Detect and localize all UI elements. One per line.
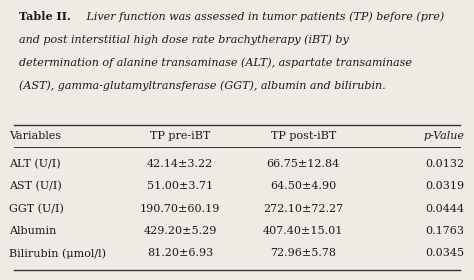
Text: Albumin: Albumin xyxy=(9,226,57,236)
Text: p-Value: p-Value xyxy=(424,131,465,141)
Text: 64.50±4.90: 64.50±4.90 xyxy=(270,181,337,191)
Text: TP pre-iBT: TP pre-iBT xyxy=(150,131,210,141)
Text: TP post-iBT: TP post-iBT xyxy=(271,131,336,141)
Text: 66.75±12.84: 66.75±12.84 xyxy=(267,159,340,169)
Text: 429.20±5.29: 429.20±5.29 xyxy=(144,226,217,236)
Text: 0.0319: 0.0319 xyxy=(425,181,465,191)
Text: 42.14±3.22: 42.14±3.22 xyxy=(147,159,213,169)
Text: 81.20±6.93: 81.20±6.93 xyxy=(147,248,213,258)
Text: 0.0132: 0.0132 xyxy=(425,159,465,169)
Text: ALT (U/I): ALT (U/I) xyxy=(9,159,61,169)
Text: 407.40±15.01: 407.40±15.01 xyxy=(263,226,344,236)
Text: Liver function was assessed in tumor patients (TP) before (pre): Liver function was assessed in tumor pat… xyxy=(83,11,444,22)
Text: 51.00±3.71: 51.00±3.71 xyxy=(147,181,213,191)
Text: and post interstitial high dose rate brachytherapy (iBT) by: and post interstitial high dose rate bra… xyxy=(19,34,349,45)
Text: (AST), gamma-glutamyltransferase (GGT), albumin and bilirubin.: (AST), gamma-glutamyltransferase (GGT), … xyxy=(19,80,385,91)
Text: Table II.: Table II. xyxy=(19,11,71,22)
Text: 0.0345: 0.0345 xyxy=(425,248,465,258)
Text: AST (U/I): AST (U/I) xyxy=(9,181,62,191)
Text: Variables: Variables xyxy=(9,131,62,141)
Text: Bilirubin (μmol/l): Bilirubin (μmol/l) xyxy=(9,248,107,259)
Text: 0.1763: 0.1763 xyxy=(426,226,465,236)
Text: 72.96±5.78: 72.96±5.78 xyxy=(270,248,337,258)
Text: 272.10±72.27: 272.10±72.27 xyxy=(263,204,344,214)
Text: GGT (U/I): GGT (U/I) xyxy=(9,204,64,214)
Text: 190.70±60.19: 190.70±60.19 xyxy=(140,204,220,214)
Text: determination of alanine transaminase (ALT), aspartate transaminase: determination of alanine transaminase (A… xyxy=(19,57,412,68)
Text: 0.0444: 0.0444 xyxy=(425,204,465,214)
